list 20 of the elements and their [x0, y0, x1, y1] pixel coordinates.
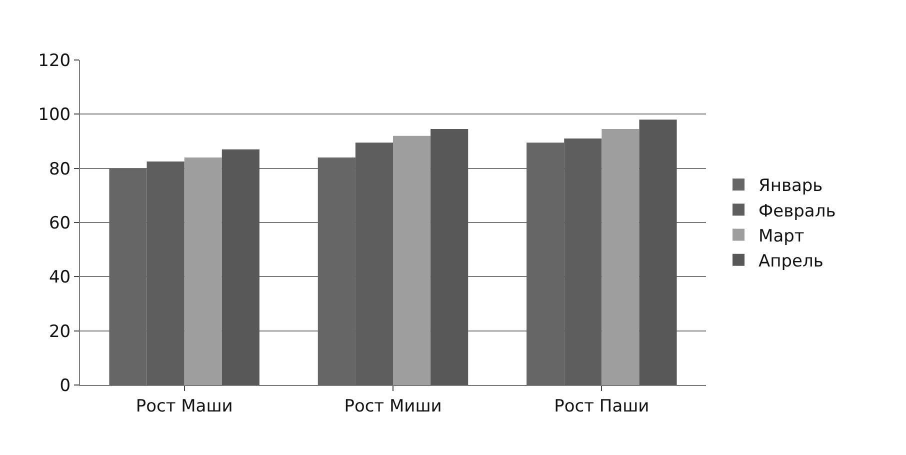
- x-tick-label: Рост Маши: [136, 396, 233, 416]
- bar: [184, 158, 222, 385]
- y-tick-label: 100: [38, 105, 71, 126]
- bar: [222, 149, 260, 385]
- bar: [393, 136, 431, 385]
- y-tick-label: 0: [60, 376, 71, 396]
- x-tick-label: Рост Миши: [344, 396, 442, 416]
- legend-label: Март: [758, 226, 804, 246]
- y-tick-label: 20: [48, 322, 71, 342]
- y-tick-label: 80: [48, 159, 71, 180]
- bar: [430, 129, 468, 385]
- legend-label: Апрель: [758, 251, 824, 272]
- legend-label: Январь: [758, 176, 823, 196]
- y-tick-label: 120: [38, 50, 71, 71]
- legend-label: Февраль: [758, 201, 836, 222]
- bar: [602, 129, 640, 385]
- x-tick-label: Рост Паши: [554, 396, 650, 416]
- y-tick-label: 60: [48, 213, 71, 234]
- y-tick-label: 40: [48, 268, 71, 288]
- bar: [639, 120, 677, 385]
